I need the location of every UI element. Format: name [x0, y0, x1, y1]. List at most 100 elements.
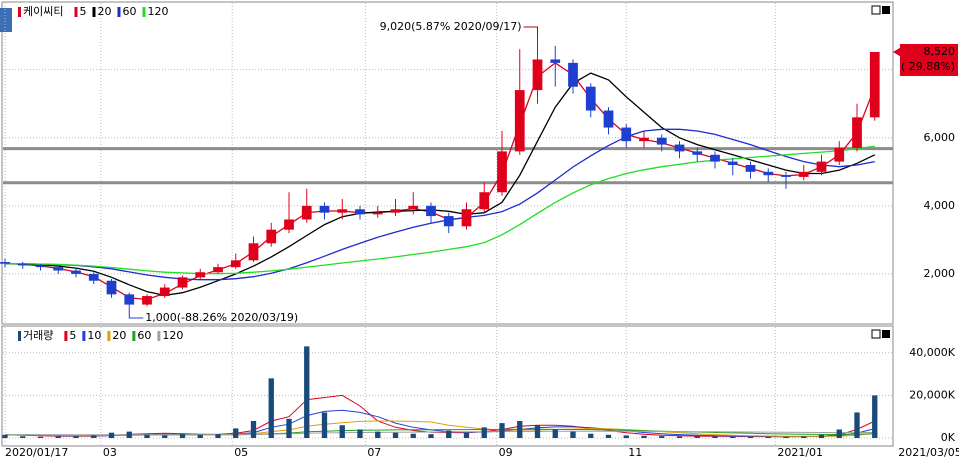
- candle-body: [408, 205, 419, 210]
- volume-bar: [872, 395, 878, 438]
- candle-body: [301, 205, 312, 220]
- volume-bar: [392, 432, 399, 438]
- candle-body: [710, 154, 720, 162]
- y-tick-label: 0K: [941, 431, 956, 444]
- volume-bar: [747, 436, 754, 438]
- candle-body: [17, 263, 28, 266]
- legend-entry: 5: [69, 329, 76, 342]
- volume-bar: [233, 428, 239, 438]
- candle-body: [745, 165, 756, 172]
- volume-bar: [197, 434, 203, 438]
- x-tick-label: 2021/01: [777, 446, 823, 459]
- candle-body: [781, 175, 791, 177]
- candle-body: [106, 280, 117, 295]
- volume-bar: [552, 429, 558, 438]
- candle-body: [390, 209, 401, 213]
- legend-entry: 5: [79, 5, 86, 18]
- legend-entry: 20: [112, 329, 126, 342]
- volume-bar: [55, 436, 61, 438]
- x-tick-label: 07: [367, 446, 381, 459]
- candle-body: [497, 151, 507, 193]
- panel-button[interactable]: [882, 6, 890, 14]
- candle-body: [639, 137, 649, 142]
- candle-body: [852, 117, 862, 148]
- candle-body: [355, 209, 365, 215]
- panel-button[interactable]: [871, 5, 881, 15]
- legend-swatch: [132, 331, 136, 341]
- volume-bar: [179, 434, 186, 438]
- candle-body: [568, 62, 578, 87]
- legend-entry: 120: [147, 5, 168, 18]
- y-tick-label: 2,000: [924, 267, 956, 280]
- ma-line: [5, 128, 875, 281]
- last-price: 8,520: [924, 45, 956, 58]
- legend-swatch: [92, 7, 96, 17]
- candle-body: [195, 272, 206, 278]
- candle-body: [763, 171, 774, 176]
- volume-bar: [126, 431, 132, 438]
- candle-body: [177, 277, 188, 288]
- candle-body: [142, 296, 152, 305]
- y-tick-label: 20,000K: [909, 388, 955, 401]
- volume-bar: [801, 436, 807, 438]
- volume-bar: [676, 436, 683, 438]
- volume-bar: [818, 434, 825, 438]
- volume-bar: [91, 435, 97, 438]
- annotation: 1,000(-88.26% 2020/03/19): [145, 311, 298, 324]
- candle-body: [266, 229, 277, 244]
- price-panel: [1, 1, 894, 325]
- volume-bar: [250, 420, 257, 438]
- legend-title: 거래량: [23, 329, 53, 342]
- volume-bar: [375, 431, 381, 438]
- volume-bar: [410, 433, 416, 438]
- ma-line: [4, 72, 876, 297]
- volume-bar: [215, 434, 221, 438]
- y-tick-label: 6,000: [924, 131, 956, 144]
- volume-bar: [339, 425, 345, 438]
- panel-button[interactable]: [871, 329, 881, 339]
- panel-button[interactable]: [882, 330, 890, 338]
- volume-bar: [712, 436, 718, 438]
- volume-bar: [765, 436, 771, 438]
- candle-body: [443, 216, 454, 227]
- volume-bar: [694, 436, 700, 438]
- candle-body: [372, 212, 383, 215]
- candle-body: [798, 171, 809, 177]
- candle-body: [0, 262, 10, 264]
- candle-body: [869, 51, 880, 118]
- volume-bar: [836, 429, 842, 438]
- legend-entry: 10: [87, 329, 101, 342]
- y-tick-label: 40,000K: [909, 346, 955, 359]
- volume-bar: [73, 436, 79, 438]
- volume-bar: [499, 423, 505, 438]
- volume-bar: [37, 436, 44, 438]
- legend-swatch: [82, 331, 86, 341]
- legend-entry: 20: [97, 5, 111, 18]
- volume-bar: [268, 378, 274, 438]
- volume-bar: [162, 435, 168, 438]
- legend-swatch: [64, 331, 68, 341]
- side-tab[interactable]: [0, 8, 12, 32]
- legend-swatch: [117, 7, 121, 17]
- legend-swatch: [107, 331, 111, 341]
- legend-swatch: [74, 7, 78, 17]
- candle-body: [621, 127, 632, 142]
- candle-body: [674, 144, 685, 152]
- candle-body: [213, 267, 223, 273]
- volume-panel: [1, 325, 894, 447]
- candle-body: [71, 270, 81, 274]
- volume-bar: [517, 420, 523, 438]
- volume-bar: [783, 436, 789, 438]
- candle-body: [514, 90, 525, 152]
- x-tick-label: 11: [628, 446, 642, 459]
- candle-body: [479, 192, 490, 210]
- legend-entry: 60: [137, 329, 151, 342]
- volume-bar: [304, 346, 310, 438]
- legend-swatch: [18, 7, 21, 17]
- candle-body: [461, 209, 472, 227]
- ma-line: [5, 430, 875, 436]
- candle-body: [319, 205, 330, 213]
- last-price-badge: [900, 43, 958, 76]
- volume-bar: [428, 434, 434, 438]
- legend-swatch: [157, 331, 161, 341]
